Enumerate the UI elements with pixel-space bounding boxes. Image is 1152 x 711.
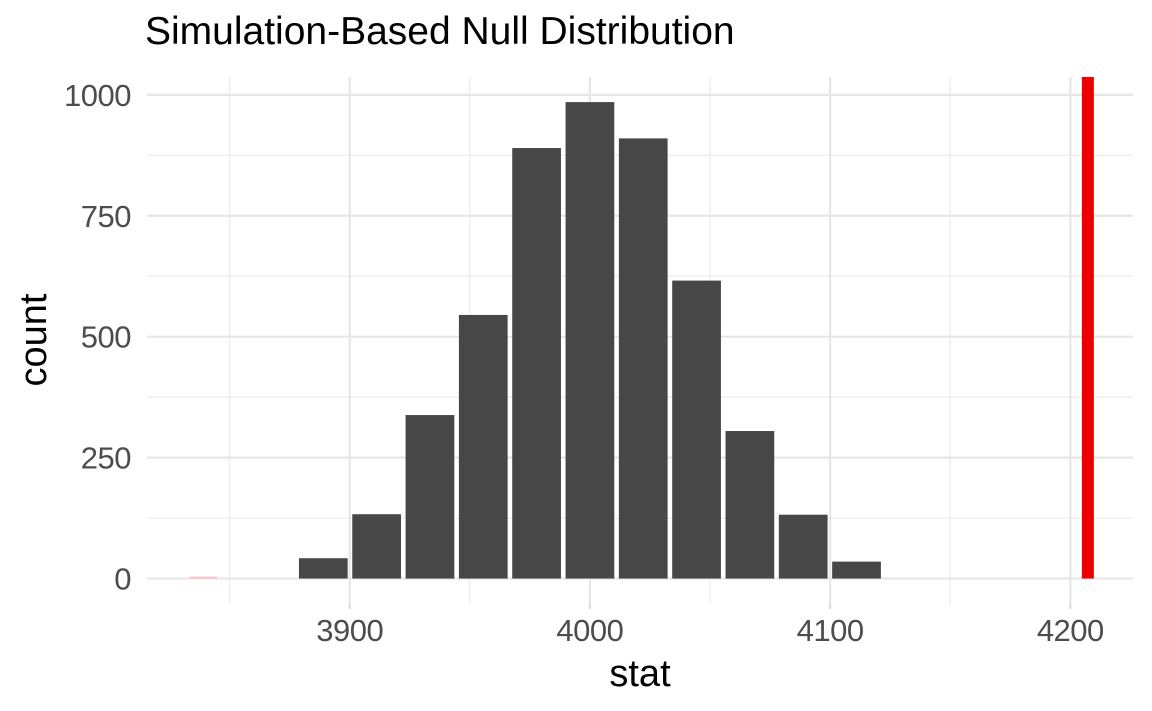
x-tick-label: 3900 (316, 613, 383, 648)
histogram-bar (832, 561, 881, 579)
y-tick-label: 500 (81, 320, 131, 355)
y-tick-label: 1000 (64, 78, 131, 113)
plot-panel: 0 250 500 750 1000 3900 4000 4100 4200 (64, 77, 1133, 648)
x-tick-label: 4100 (797, 613, 864, 648)
histogram-bar (352, 514, 401, 579)
histogram-bar (672, 280, 721, 579)
histogram-bar (565, 102, 615, 579)
x-tick-label: 4000 (556, 613, 623, 648)
histogram-bar (405, 415, 455, 579)
x-tick-label: 4200 (1037, 613, 1104, 648)
chart-title: Simulation-Based Null Distribution (145, 10, 735, 53)
y-tick-label: 0 (114, 562, 131, 597)
y-axis-title: count (13, 293, 55, 386)
histogram-bar (618, 138, 668, 579)
shaded-tail-bar (189, 576, 217, 579)
y-tick-label: 250 (81, 441, 131, 476)
histogram-bar (512, 148, 561, 579)
histogram-bar (725, 431, 775, 579)
x-axis-title: stat (609, 653, 671, 695)
histogram-bar (778, 514, 828, 579)
y-tick-label: 750 (81, 199, 131, 234)
histogram-bar (458, 314, 508, 579)
histogram-bar (298, 558, 348, 579)
observed-stat-line (1081, 77, 1094, 579)
